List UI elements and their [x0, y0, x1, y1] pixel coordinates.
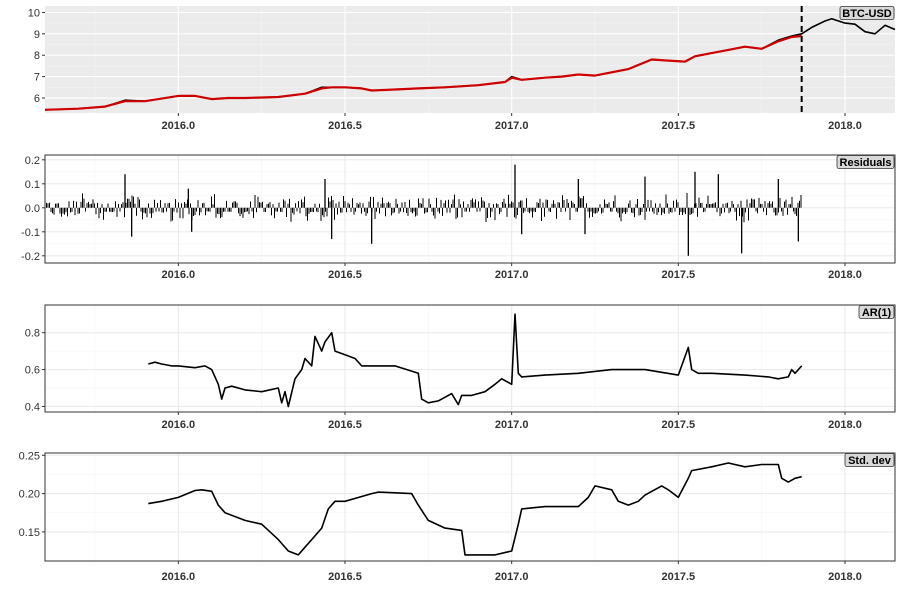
x-tick-label: 2018.0 [828, 419, 862, 431]
y-tick-label: 0.2 [25, 155, 40, 167]
panel-title: Residuals [840, 157, 892, 169]
strip-background [858, 305, 895, 319]
x-tick-label: 2017.5 [662, 419, 696, 431]
x-tick-label: 2017.0 [495, 269, 529, 281]
panel-background [45, 453, 895, 561]
x-tick-label: 2017.0 [495, 571, 529, 583]
panel-background [45, 305, 895, 412]
x-tick-label: 2016.0 [162, 269, 196, 281]
y-tick-label: 0.0 [25, 203, 40, 215]
y-tick-label: 10 [28, 7, 40, 19]
y-tick-label: 0.4 [25, 401, 40, 413]
panel-title: BTC-USD [842, 8, 892, 20]
x-tick-label: 2017.0 [495, 419, 529, 431]
series-line [148, 313, 803, 408]
y-tick-label: 0.8 [25, 328, 40, 340]
y-tick-label: 0.15 [19, 527, 40, 539]
x-tick-label: 2016.0 [162, 419, 196, 431]
y-tick-label: 0.6 [25, 365, 40, 377]
y-tick-label: 0.20 [19, 489, 40, 501]
panel-title: Std. dev [848, 455, 892, 467]
strip-background [839, 6, 895, 20]
x-tick-label: 2017.0 [495, 120, 529, 132]
panel-border [44, 154, 896, 264]
y-tick-label: 0.25 [19, 450, 40, 462]
x-tick-label: 2016.5 [328, 269, 362, 281]
x-tick-label: 2016.5 [328, 419, 362, 431]
x-tick-label: 2017.5 [662, 571, 696, 583]
strip-background [844, 453, 895, 467]
panel-price: BTC-USD 6 7 8 9 10 2016.0 2016.5 2017.0 2017.5 201… [28, 6, 896, 132]
x-tick-label: 2017.5 [662, 269, 696, 281]
x-tick-label: 2018.0 [828, 269, 862, 281]
y-tick-label: 0.1 [25, 179, 40, 191]
series-line [148, 462, 802, 556]
strip-background [836, 155, 895, 169]
x-tick-label: 2016.5 [328, 571, 362, 583]
series-line [44, 34, 802, 111]
panel-border [44, 304, 896, 413]
y-tick-label: -0.2 [21, 251, 40, 263]
x-tick-label: 2016.5 [328, 120, 362, 132]
y-tick-label: 8 [34, 50, 40, 62]
x-tick-label: 2018.0 [828, 571, 862, 583]
panel-std-dev: Std. dev 0.15 0.20 0.25 2016.0 2016.5 2017.0 20… [19, 450, 896, 583]
y-tick-label: 6 [34, 93, 40, 105]
panel-ar1: AR(1) 0.4 0.6 0.8 2016.0 2016.5 2017.0 2017.5 20… [25, 304, 896, 431]
panel-residuals: Residuals -0.2 -0.1 0.0 0.1 0.2 2016.0 2016.5 20… [21, 154, 896, 281]
y-tick-label: -0.1 [21, 227, 40, 239]
x-tick-label: 2016.0 [162, 120, 196, 132]
x-tick-label: 2018.0 [828, 120, 862, 132]
x-tick-label: 2016.0 [162, 571, 196, 583]
panel-title: AR(1) [862, 307, 892, 319]
panel-border [44, 452, 896, 562]
x-tick-label: 2017.5 [662, 120, 696, 132]
y-tick-label: 7 [34, 72, 40, 84]
y-tick-label: 9 [34, 29, 40, 41]
